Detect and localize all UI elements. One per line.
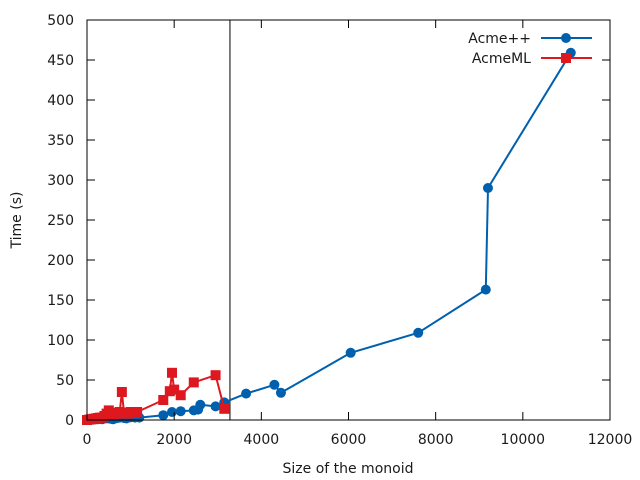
y-axis-title: Time (s) [9,192,25,250]
data-point [166,407,177,417]
data-point [116,387,127,397]
y-tick-label: 450 [47,53,74,69]
data-point [269,379,280,390]
y-tick-label: 50 [56,373,74,389]
x-tick-label: 8000 [418,432,454,448]
data-point [188,377,199,388]
y-tick-label: 200 [47,253,74,269]
data-point [195,399,206,410]
data-point [219,403,230,414]
legend-label: AcmeML [472,51,531,67]
y-tick-label: 150 [47,293,74,309]
x-tick-label: 6000 [331,432,367,448]
x-tick-label: 0 [83,432,92,448]
y-tick-label: 250 [47,213,74,229]
x-tick-label: 12000 [588,432,633,448]
data-point [480,284,491,295]
x-axis-title: Size of the monoid [283,461,414,477]
data-point [345,347,356,358]
x-tick-label: 10000 [501,432,546,448]
y-tick-label: 0 [65,413,74,429]
data-point [175,390,186,401]
data-point [275,387,286,398]
legend: Acme++ AcmeML [468,31,592,67]
data-point [413,327,424,338]
data-point [210,370,221,381]
series-acmepp [82,47,576,425]
plot-frame [86,19,611,421]
x-tick-label: 4000 [244,432,280,448]
series-layer [82,47,576,425]
legend-marker [561,53,571,63]
legend-label: Acme++ [468,31,531,47]
y-tick-label: 300 [47,173,74,189]
ticks-layer: 0 2000 4000 6000 8000 10000 12000 0 50 100 150 200 2… [47,13,632,448]
data-point [158,410,169,421]
data-point [175,406,186,417]
series-line [87,52,572,421]
y-tick-label: 350 [47,133,74,149]
data-point [158,395,169,405]
y-tick-label: 100 [47,333,74,349]
data-point [241,388,252,399]
data-point [169,384,180,395]
legend-marker [561,33,571,43]
data-point [482,183,493,193]
x-tick-label: 2000 [156,432,192,448]
data-point [166,367,177,378]
y-tick-label: 400 [47,93,74,109]
legend-item: AcmeML [472,51,592,67]
legend-item: Acme++ [468,31,592,47]
y-tick-label: 500 [47,13,74,29]
data-point [132,407,143,417]
data-point [210,401,221,412]
plot-frame-layer [86,19,611,421]
